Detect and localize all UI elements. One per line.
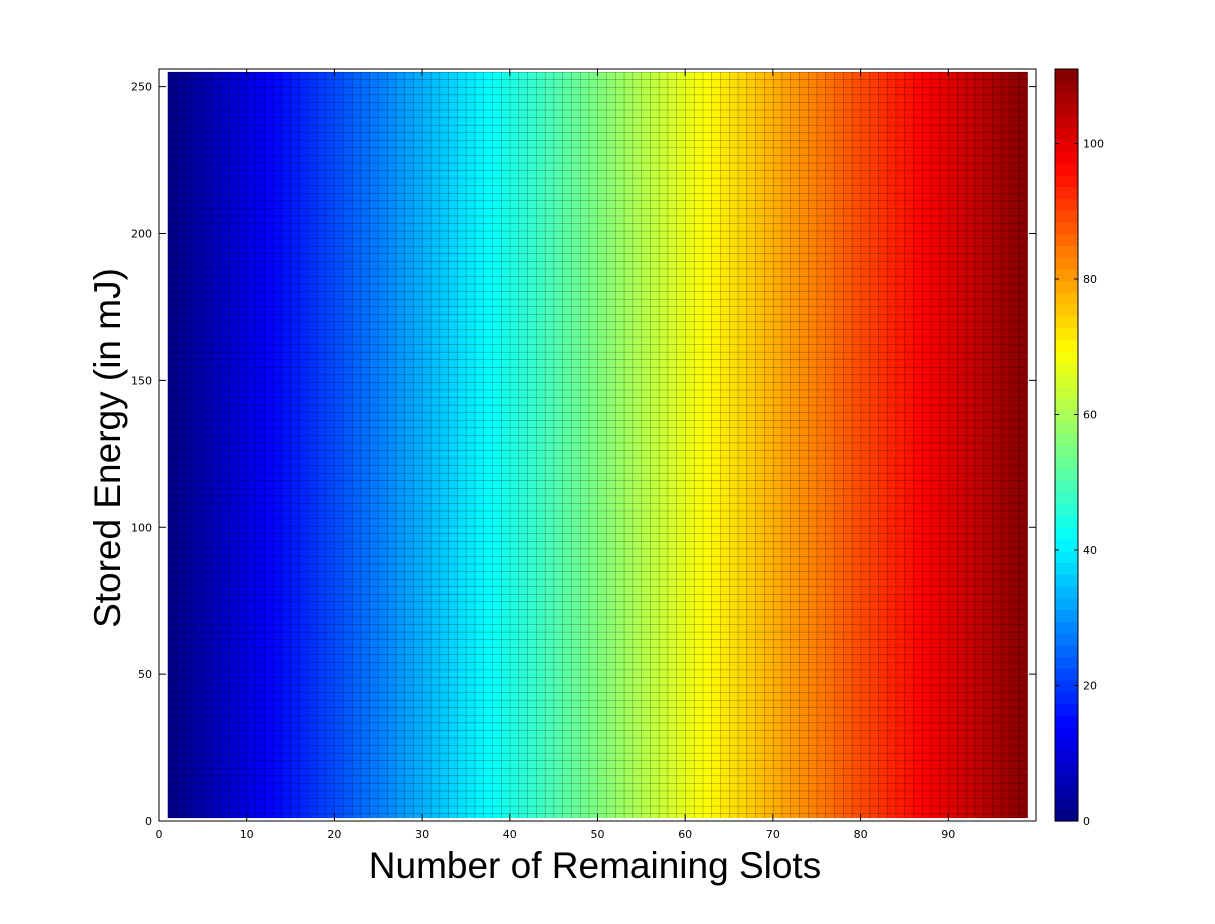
- colorbar-swatch: [1055, 210, 1078, 223]
- y-tick-label: 200: [131, 228, 152, 241]
- colorbar-swatch: [1055, 644, 1078, 658]
- y-tick-label: 100: [131, 521, 152, 534]
- colorbar-swatch: [1055, 339, 1078, 352]
- colorbar-swatches: [1055, 69, 1078, 822]
- x-tick-label: 10: [240, 828, 254, 841]
- colorbar-swatch: [1055, 421, 1078, 434]
- colorbar-tick-label: 40: [1083, 544, 1097, 557]
- colorbar-swatch: [1055, 398, 1078, 411]
- colorbar-swatch: [1055, 92, 1078, 105]
- colorbar-swatch: [1055, 774, 1078, 787]
- colorbar-swatch: [1055, 597, 1078, 611]
- colorbar-tick-label: 80: [1083, 273, 1097, 286]
- colorbar-ticks: 0 20 40 60 80 100: [1055, 138, 1104, 828]
- colorbar-swatch: [1055, 492, 1078, 505]
- colorbar-swatch: [1055, 480, 1078, 493]
- colorbar-swatch: [1055, 586, 1078, 599]
- colorbar-swatch: [1055, 738, 1078, 752]
- y-axis-label: Stored Energy (in mJ): [87, 268, 128, 628]
- colorbar-swatch: [1055, 456, 1078, 470]
- colorbar-swatch: [1055, 80, 1078, 94]
- colorbar-swatch: [1055, 292, 1078, 305]
- colorbar-swatch: [1055, 257, 1078, 270]
- colorbar-swatch: [1055, 151, 1078, 164]
- colorbar-swatch: [1055, 633, 1078, 646]
- colorbar-swatch: [1055, 374, 1078, 387]
- colorbar-swatch: [1055, 386, 1078, 399]
- colorbar-swatch: [1055, 163, 1078, 176]
- colorbar-swatch: [1055, 245, 1078, 258]
- colorbar-swatch: [1055, 139, 1078, 152]
- colorbar-swatch: [1055, 550, 1078, 564]
- colorbar-swatch: [1055, 315, 1078, 329]
- colorbar-swatch: [1055, 104, 1078, 117]
- colorbar-swatch: [1055, 468, 1078, 481]
- y-tick-label: 50: [138, 668, 152, 681]
- colorbar-swatch: [1055, 809, 1078, 822]
- colorbar-swatch: [1055, 409, 1078, 423]
- colorbar-swatch: [1055, 233, 1078, 246]
- colorbar-swatch: [1055, 703, 1078, 716]
- colorbar-swatch: [1055, 621, 1078, 634]
- x-tick-label: 30: [415, 828, 429, 841]
- colorbar-swatch: [1055, 609, 1078, 622]
- x-axis-ticks: 0 10 20 30 40 50 60 70 80 90: [156, 69, 955, 841]
- colorbar-swatch: [1055, 539, 1078, 552]
- colorbar-swatch: [1055, 762, 1078, 775]
- colorbar-swatch: [1055, 116, 1078, 129]
- colorbar-swatch: [1055, 280, 1078, 293]
- y-tick-label: 250: [131, 81, 152, 94]
- colorbar-swatch: [1055, 327, 1078, 340]
- colorbar-swatch: [1055, 221, 1078, 235]
- y-axis-ticks: 0 50 100 150 200 250: [131, 81, 1036, 828]
- colorbar-swatch: [1055, 304, 1078, 317]
- x-tick-label: 90: [941, 828, 955, 841]
- colorbar-swatch: [1055, 362, 1078, 376]
- heatmap-cell-grid: [167, 71, 1028, 819]
- colorbar: 0 20 40 60 80 100: [1054, 68, 1104, 828]
- x-tick-label: 0: [156, 828, 163, 841]
- colorbar-swatch: [1055, 797, 1078, 810]
- colorbar-tick-label: 20: [1083, 680, 1097, 693]
- x-tick-label: 40: [503, 828, 517, 841]
- colorbar-swatch: [1055, 127, 1078, 141]
- colorbar-swatch: [1055, 69, 1078, 82]
- x-axis-label: Number of Remaining Slots: [369, 845, 821, 886]
- heatmap-plot-area: [158, 68, 1037, 822]
- y-tick-label: 150: [131, 374, 152, 387]
- x-tick-label: 50: [591, 828, 605, 841]
- x-tick-label: 70: [766, 828, 780, 841]
- colorbar-swatch: [1055, 515, 1078, 528]
- colorbar-swatch: [1055, 503, 1078, 517]
- x-tick-label: 60: [678, 828, 692, 841]
- colorbar-swatch: [1055, 445, 1078, 458]
- colorbar-swatch: [1055, 433, 1078, 446]
- colorbar-swatch: [1055, 186, 1078, 199]
- colorbar-box: [1054, 68, 1079, 822]
- colorbar-swatch: [1055, 574, 1078, 587]
- colorbar-swatch: [1055, 785, 1078, 799]
- colorbar-swatch: [1055, 562, 1078, 575]
- colorbar-swatch: [1055, 750, 1078, 763]
- colorbar-tick-label: 100: [1083, 138, 1104, 151]
- x-tick-label: 80: [854, 828, 868, 841]
- colorbar-swatch: [1055, 174, 1078, 188]
- colorbar-swatch: [1055, 715, 1078, 728]
- colorbar-swatch: [1055, 268, 1078, 282]
- colorbar-swatch: [1055, 656, 1078, 669]
- colorbar-swatch: [1055, 691, 1078, 705]
- colorbar-swatch: [1055, 351, 1078, 364]
- colorbar-swatch: [1055, 527, 1078, 540]
- colorbar-tick-label: 60: [1083, 409, 1097, 422]
- colorbar-tick-label: 0: [1083, 815, 1090, 828]
- colorbar-swatch: [1055, 198, 1078, 211]
- colorbar-swatch: [1055, 727, 1078, 740]
- colorbar-swatch: [1055, 680, 1078, 693]
- y-tick-label: 0: [145, 815, 152, 828]
- colorbar-swatch: [1055, 668, 1078, 681]
- x-tick-label: 20: [327, 828, 341, 841]
